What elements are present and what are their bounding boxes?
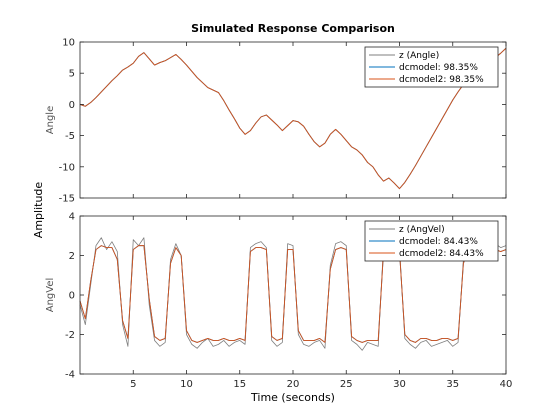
y-tick-label: -5 xyxy=(65,131,75,142)
y-tick-label: -4 xyxy=(65,370,75,381)
y-tick-label: 0 xyxy=(69,100,75,111)
x-tick-label: 35 xyxy=(446,379,459,390)
dcmodel2-line xyxy=(79,245,507,343)
angvel-panel: 5 10 15 20 25 30 35 40 -4 -2 0 2 4 AngVel z (AngVel) dc… xyxy=(45,212,512,391)
y-tick-label: -2 xyxy=(65,330,75,341)
y-tick-label: 0 xyxy=(69,291,75,302)
chart-title: Simulated Response Comparison xyxy=(191,22,395,35)
measured-line xyxy=(79,237,507,351)
legend-entry: z (Angle) xyxy=(399,51,439,61)
legend: z (Angle) dcmodel: 98.35% dcmodel2: 98.35% xyxy=(364,46,499,88)
legend-entry: z (AngVel) xyxy=(399,225,445,235)
angle-panel: -15 -10 -5 0 5 10 Angle z (Angle) dcmodel: 98.35… xyxy=(45,38,507,205)
x-tick-label: 30 xyxy=(393,379,406,390)
x-axis-label: Time (seconds) xyxy=(250,391,335,404)
y-tick-label: 2 xyxy=(69,251,75,262)
panel-y-label: Angle xyxy=(45,106,56,134)
y-tick-label: 5 xyxy=(69,69,75,80)
legend-entry: dcmodel2: 84.43% xyxy=(399,249,484,259)
legend-entry: dcmodel2: 98.35% xyxy=(399,75,484,85)
dcmodel2-line xyxy=(79,47,507,190)
y-tick-label: -15 xyxy=(59,194,75,205)
x-tick-label: 10 xyxy=(180,379,193,390)
x-tick-label: 5 xyxy=(130,379,136,390)
y-tick-label: 4 xyxy=(69,212,75,223)
x-tick-label: 40 xyxy=(500,379,513,390)
x-tick-label: 15 xyxy=(233,379,246,390)
y-tick-label: 10 xyxy=(62,38,75,49)
shared-y-label: Amplitude xyxy=(32,182,45,239)
legend: z (AngVel) dcmodel: 84.43% dcmodel2: 84.43… xyxy=(364,220,499,262)
x-tick-label: 25 xyxy=(340,379,353,390)
y-tick-label: -10 xyxy=(59,162,75,173)
legend-entry: dcmodel: 84.43% xyxy=(399,237,478,247)
x-tick-label: 20 xyxy=(287,379,300,390)
panel-y-label: AngVel xyxy=(45,278,56,313)
legend-entry: dcmodel: 98.35% xyxy=(399,63,478,73)
